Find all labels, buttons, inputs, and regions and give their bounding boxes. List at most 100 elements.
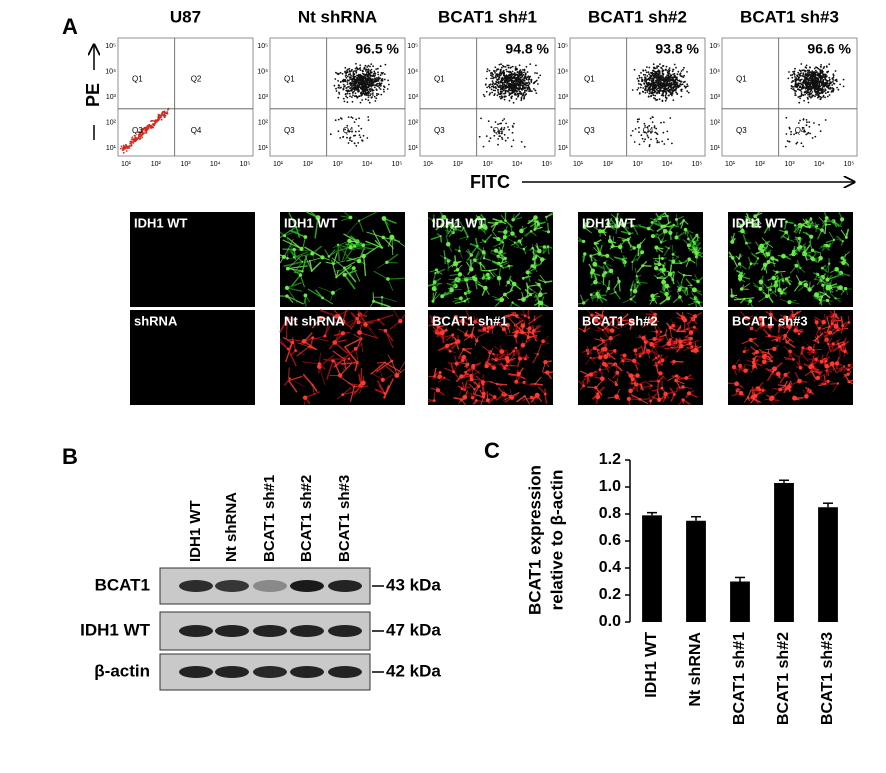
event-dot	[662, 131, 665, 134]
event-dot	[806, 121, 808, 124]
event-dot	[362, 89, 365, 92]
event-dot	[354, 134, 357, 137]
event-dot	[526, 71, 529, 73]
quadrant-label: Q3	[434, 126, 445, 135]
event-dot	[368, 78, 370, 81]
event-dot	[788, 71, 790, 73]
event-dot	[356, 96, 359, 99]
event-dot	[495, 87, 497, 90]
event-dot	[631, 89, 634, 91]
event-dot	[136, 137, 139, 140]
event-dot	[641, 90, 644, 93]
cell-body	[486, 330, 490, 333]
event-dot	[357, 75, 359, 77]
event-dot	[515, 94, 517, 96]
cell-body	[810, 256, 815, 261]
y-tick-label: 10⁵	[557, 43, 568, 50]
cell-body	[385, 260, 389, 264]
cell-body	[834, 297, 837, 300]
x-tick-label: 10¹	[423, 161, 434, 168]
cell-process	[824, 224, 827, 234]
event-dot	[371, 92, 374, 94]
event-dot	[342, 88, 345, 91]
cell-body	[310, 251, 315, 256]
event-dot	[656, 66, 658, 69]
event-dot	[660, 121, 662, 124]
event-dot	[805, 64, 808, 67]
event-dot	[139, 137, 142, 140]
cell-body	[617, 279, 621, 284]
event-dot	[816, 79, 819, 82]
event-dot	[367, 119, 370, 121]
event-dot	[359, 69, 362, 71]
event-dot	[361, 92, 363, 95]
event-dot	[805, 119, 808, 121]
event-dot	[503, 92, 505, 95]
event-dot	[513, 122, 515, 125]
cell-body	[629, 288, 633, 292]
event-dot	[346, 96, 349, 99]
cell-body	[632, 288, 638, 294]
cell-body	[348, 215, 353, 220]
event-dot	[652, 84, 655, 86]
event-dot	[660, 79, 662, 81]
event-dot	[649, 117, 652, 120]
event-dot	[512, 76, 515, 79]
event-dot	[683, 66, 685, 69]
event-dot	[512, 73, 515, 76]
event-dot	[337, 86, 340, 89]
event-dot	[506, 64, 509, 67]
event-dot	[652, 94, 655, 97]
event-dot	[342, 83, 345, 86]
x-tick-label: 10⁴	[512, 161, 523, 168]
cell-body	[730, 294, 734, 298]
x-tick-label: 10⁴	[662, 161, 673, 168]
event-dot	[335, 87, 337, 90]
event-dot	[360, 86, 363, 89]
cell-body	[342, 272, 347, 277]
event-dot	[808, 86, 810, 88]
cell-body	[496, 237, 501, 241]
event-dot	[507, 85, 510, 88]
event-dot	[342, 97, 345, 100]
cell-body	[323, 334, 327, 338]
event-dot	[831, 77, 834, 80]
event-dot	[500, 72, 503, 75]
x-tick-label: 10⁵	[542, 161, 553, 168]
event-dot	[518, 90, 521, 93]
event-dot	[348, 85, 350, 88]
cell-body	[521, 276, 525, 280]
cell-body	[802, 251, 807, 257]
cell-body	[694, 250, 698, 255]
cell-body	[841, 240, 844, 243]
event-dot	[793, 89, 796, 92]
event-dot	[661, 71, 664, 73]
event-dot	[357, 125, 360, 127]
cell-body	[380, 296, 384, 299]
event-dot	[814, 82, 817, 85]
event-dot	[503, 65, 505, 68]
event-dot	[348, 67, 351, 70]
cell-body	[758, 286, 763, 291]
event-dot	[349, 87, 352, 90]
event-dot	[646, 84, 649, 87]
event-dot	[522, 73, 525, 76]
event-dot	[797, 122, 800, 124]
quadrant-label: Q4	[191, 126, 202, 135]
event-dot	[491, 83, 494, 86]
event-dot	[827, 70, 829, 73]
event-dot	[809, 76, 811, 79]
cell-body	[540, 257, 545, 262]
event-dot	[640, 76, 643, 79]
cell-body	[282, 254, 286, 259]
cell-body	[798, 281, 803, 286]
event-dot	[500, 66, 503, 69]
event-dot	[498, 75, 501, 77]
cell-body	[381, 216, 387, 221]
cell-body	[771, 275, 776, 281]
event-dot	[345, 74, 348, 77]
event-dot	[488, 140, 491, 143]
event-dot	[356, 87, 359, 90]
event-dot	[804, 73, 807, 76]
event-dot	[637, 79, 640, 82]
